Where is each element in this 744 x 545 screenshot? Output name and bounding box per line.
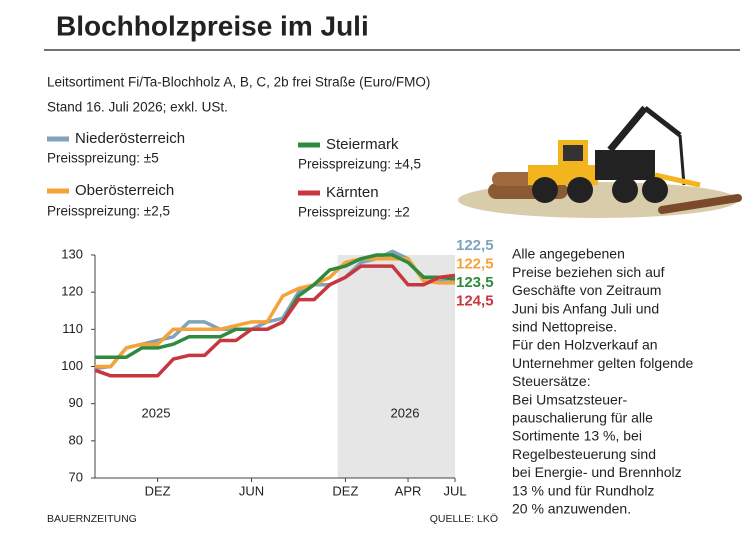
y-tick-label: 130 (61, 246, 83, 261)
legend-spread: Preisspreizung: ±2,5 (47, 204, 170, 219)
y-tick-label: 100 (61, 358, 83, 373)
end-value-label: 122,5 (456, 237, 494, 254)
note-line: Preise beziehen sich auf (512, 264, 665, 280)
x-tick-label: APR (395, 483, 422, 498)
note-line: Sortimente 13 %, bei (512, 428, 642, 444)
end-value-label: 124,5 (456, 292, 494, 309)
subtitle: Leitsortiment Fi/Ta-Blochholz A, B, C, 2… (47, 75, 430, 90)
end-value-label: 122,5 (456, 255, 494, 272)
y-tick-label: 70 (69, 469, 83, 484)
series-line (95, 256, 455, 369)
note-line: pauschalierung für alle (512, 410, 653, 426)
legend-label: Oberösterreich (75, 182, 174, 199)
legend-label: Kärnten (326, 184, 379, 201)
y-tick-label: 90 (69, 395, 83, 410)
note-line: Geschäfte von Zeitraum (512, 282, 661, 298)
subtitle: Stand 16. Juli 2026; exkl. USt. (47, 100, 228, 115)
publisher: BAUERNZEITUNG (47, 513, 137, 525)
year-label: 2026 (391, 405, 420, 420)
y-tick-label: 120 (61, 284, 83, 299)
y-tick-label: 80 (69, 432, 83, 447)
series-line (94, 249, 456, 371)
x-tick-label: DEZ (145, 483, 171, 498)
series-line (94, 264, 456, 378)
x-tick-label: JUL (443, 483, 466, 498)
y-tick-label: 110 (62, 321, 83, 336)
source: QUELLE: LKÖ (430, 513, 498, 525)
year-label: 2025 (142, 405, 171, 420)
legend-spread: Preisspreizung: ±4,5 (298, 157, 421, 172)
end-value-label: 123,5 (456, 274, 494, 291)
note-line: Regelbesteuerung sind (512, 446, 656, 462)
note-line: Steuersätze: (512, 373, 591, 389)
note-line: bei Energie- und Brennholz (512, 464, 682, 480)
legend-label: Niederösterreich (75, 130, 185, 147)
note-line: Für den Holzverkauf an (512, 337, 658, 353)
note-line: Alle angegebenen (512, 246, 625, 262)
note-line: Unternehmer gelten folgende (512, 355, 694, 371)
x-tick-label: JUN (239, 483, 264, 498)
x-tick-label: DEZ (332, 483, 358, 498)
note-line: Bei Umsatzsteuer- (512, 391, 627, 407)
illustration (458, 105, 742, 218)
legend-spread: Preisspreizung: ±2 (298, 205, 410, 220)
year-shade (337, 255, 455, 478)
chart-title: Blochholzpreise im Juli (56, 10, 369, 41)
note-line: sind Nettopreise. (512, 319, 617, 335)
legend-label: Steiermark (326, 136, 399, 153)
legend-spread: Preisspreizung: ±5 (47, 151, 159, 166)
note-line: Juni bis Anfang Juli und (512, 300, 659, 316)
note-line: 20 % anzuwenden. (512, 501, 631, 517)
note-line: 13 % und für Rundholz (512, 482, 654, 498)
